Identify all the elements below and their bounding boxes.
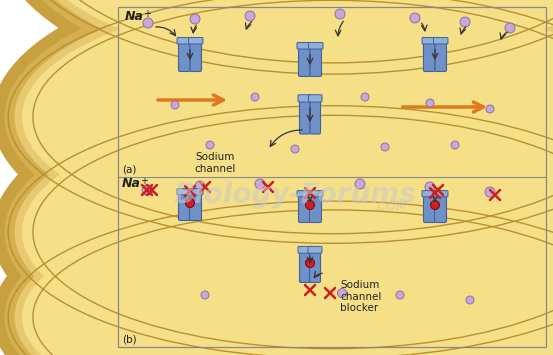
FancyBboxPatch shape	[179, 190, 190, 220]
FancyBboxPatch shape	[310, 247, 321, 283]
Circle shape	[430, 201, 440, 209]
FancyBboxPatch shape	[435, 191, 446, 223]
FancyBboxPatch shape	[310, 96, 321, 134]
Ellipse shape	[14, 104, 553, 355]
Ellipse shape	[14, 0, 553, 245]
Circle shape	[425, 182, 435, 192]
FancyBboxPatch shape	[422, 191, 437, 197]
FancyBboxPatch shape	[300, 247, 310, 283]
FancyBboxPatch shape	[299, 44, 310, 76]
Ellipse shape	[4, 190, 553, 355]
Text: (a): (a)	[122, 165, 137, 175]
Circle shape	[485, 187, 495, 197]
Text: Na: Na	[122, 177, 141, 190]
Ellipse shape	[22, 0, 553, 67]
Circle shape	[460, 17, 470, 27]
Text: Biology-Forums: Biology-Forums	[174, 181, 416, 209]
Circle shape	[305, 201, 315, 209]
Circle shape	[381, 143, 389, 151]
Ellipse shape	[0, 177, 553, 355]
Ellipse shape	[14, 200, 553, 355]
Circle shape	[143, 18, 153, 28]
FancyBboxPatch shape	[177, 38, 191, 44]
Circle shape	[245, 11, 255, 21]
FancyBboxPatch shape	[298, 246, 312, 253]
Circle shape	[143, 185, 153, 195]
FancyBboxPatch shape	[422, 38, 436, 44]
Circle shape	[337, 289, 347, 297]
FancyBboxPatch shape	[118, 7, 546, 347]
FancyBboxPatch shape	[300, 96, 310, 134]
Circle shape	[195, 181, 205, 191]
Bar	[118, 88, 546, 123]
FancyBboxPatch shape	[308, 246, 322, 253]
FancyBboxPatch shape	[309, 43, 323, 49]
Circle shape	[201, 291, 209, 299]
Circle shape	[451, 141, 459, 149]
Circle shape	[190, 14, 200, 24]
Circle shape	[410, 13, 420, 23]
Text: Sodium
channel: Sodium channel	[194, 152, 236, 174]
Ellipse shape	[4, 0, 553, 84]
FancyBboxPatch shape	[424, 191, 436, 223]
FancyBboxPatch shape	[298, 95, 311, 102]
Circle shape	[171, 101, 179, 109]
FancyBboxPatch shape	[310, 44, 321, 76]
FancyBboxPatch shape	[190, 190, 201, 220]
FancyBboxPatch shape	[177, 189, 192, 195]
Text: Sodium
channel
blocker: Sodium channel blocker	[340, 280, 382, 313]
Ellipse shape	[4, 0, 553, 255]
Ellipse shape	[0, 0, 553, 97]
FancyBboxPatch shape	[310, 191, 321, 223]
Circle shape	[335, 9, 345, 19]
Bar	[118, 7, 546, 177]
FancyBboxPatch shape	[433, 191, 448, 197]
Ellipse shape	[4, 94, 553, 355]
FancyBboxPatch shape	[309, 95, 322, 102]
Text: +: +	[140, 176, 148, 186]
FancyBboxPatch shape	[189, 38, 203, 44]
Circle shape	[505, 23, 515, 33]
Circle shape	[206, 141, 214, 149]
Bar	[118, 255, 546, 285]
Text: (b): (b)	[122, 335, 137, 345]
Ellipse shape	[14, 0, 553, 75]
FancyBboxPatch shape	[308, 191, 323, 197]
Circle shape	[361, 93, 369, 101]
FancyBboxPatch shape	[190, 38, 201, 71]
Circle shape	[355, 179, 365, 189]
Circle shape	[426, 99, 434, 107]
Circle shape	[291, 145, 299, 153]
FancyBboxPatch shape	[424, 38, 435, 71]
FancyBboxPatch shape	[299, 191, 310, 223]
Circle shape	[185, 198, 195, 208]
Text: Na: Na	[125, 10, 144, 23]
FancyBboxPatch shape	[297, 43, 311, 49]
Ellipse shape	[0, 0, 553, 267]
Circle shape	[305, 258, 315, 268]
Text: +: +	[143, 9, 151, 19]
Ellipse shape	[22, 207, 553, 355]
Circle shape	[396, 291, 404, 299]
Ellipse shape	[0, 82, 553, 355]
Ellipse shape	[22, 0, 553, 237]
FancyBboxPatch shape	[188, 189, 203, 195]
FancyBboxPatch shape	[179, 38, 190, 71]
Circle shape	[142, 185, 152, 195]
Text: .COM: .COM	[373, 201, 406, 213]
FancyBboxPatch shape	[297, 191, 312, 197]
Ellipse shape	[22, 112, 553, 352]
Bar	[118, 177, 546, 347]
Circle shape	[255, 179, 265, 189]
Circle shape	[486, 105, 494, 113]
Circle shape	[251, 93, 259, 101]
FancyBboxPatch shape	[434, 38, 448, 44]
Circle shape	[466, 296, 474, 304]
FancyBboxPatch shape	[435, 38, 446, 71]
